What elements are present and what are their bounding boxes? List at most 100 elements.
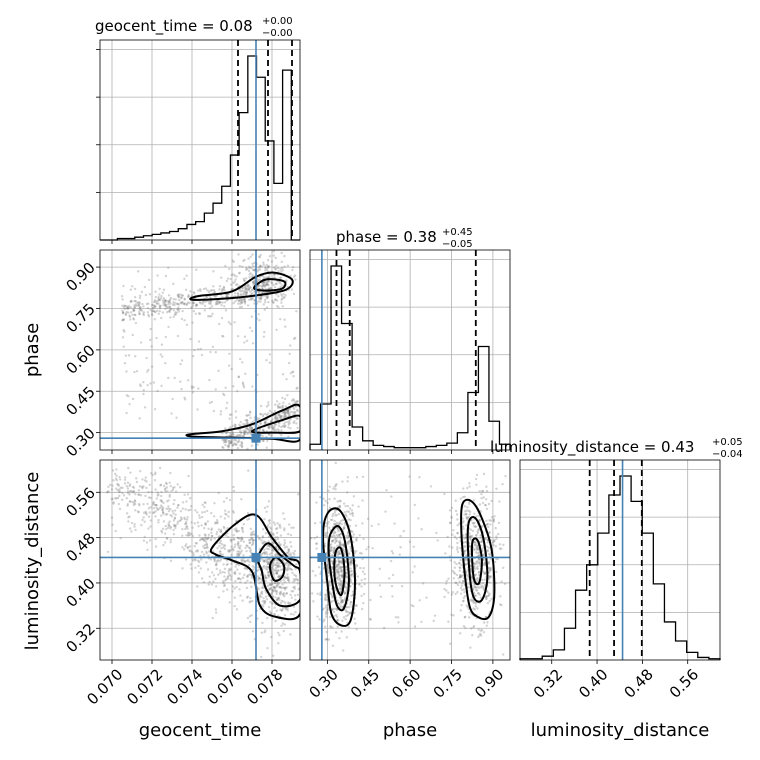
y-tick-label-luminosity_distance: 0.32 (62, 620, 98, 656)
sample-point (181, 294, 184, 297)
sample-point (107, 490, 110, 493)
sample-point (277, 554, 280, 558)
sample-point (278, 634, 281, 637)
sample-point (210, 534, 214, 538)
sample-point (335, 564, 339, 567)
sample-point (275, 282, 278, 286)
sample-point (148, 293, 152, 296)
sample-point (185, 525, 188, 528)
sample-point (466, 486, 469, 490)
sample-point (230, 562, 233, 566)
sample-point (279, 585, 282, 589)
sample-point (214, 585, 218, 588)
sample-point (357, 583, 361, 586)
sample-point (241, 286, 244, 290)
sample-point (294, 577, 298, 581)
sample-point (454, 509, 458, 513)
sample-point (208, 575, 211, 578)
sample-point (355, 476, 359, 479)
sample-point (413, 565, 416, 568)
sample-point (266, 574, 270, 577)
sample-point (235, 530, 239, 533)
sample-point (219, 413, 222, 416)
sample-point (250, 444, 254, 447)
panel-luminosity-distance-hist (519, 459, 721, 664)
sample-point (468, 611, 471, 614)
sample-point (469, 535, 472, 538)
sample-point (223, 584, 226, 588)
sample-point (341, 605, 344, 609)
sample-point (195, 268, 198, 271)
sample-point (240, 537, 244, 541)
sample-point (469, 646, 472, 649)
sample-point (147, 527, 150, 530)
sample-point (288, 523, 291, 526)
sample-point (269, 420, 273, 424)
sample-point (270, 260, 274, 263)
sample-point (212, 580, 215, 583)
sample-point (276, 597, 280, 601)
sample-point (261, 284, 265, 287)
sample-point (285, 279, 288, 282)
sample-point (132, 318, 136, 321)
sample-point (268, 544, 271, 547)
sample-point (206, 537, 209, 541)
sample-point (237, 540, 240, 544)
x-tick-label-phase: 0.60 (388, 665, 424, 701)
sample-point (154, 537, 157, 541)
sample-point (275, 552, 278, 555)
sample-point (153, 304, 156, 308)
sample-point (478, 557, 481, 561)
sample-point (281, 373, 285, 376)
sample-point (142, 312, 145, 316)
sample-point (459, 575, 462, 579)
sample-point (284, 294, 287, 297)
sample-point (335, 521, 339, 524)
sample-point (155, 301, 158, 304)
sample-point (264, 531, 267, 535)
sample-point (358, 551, 362, 555)
sample-point (293, 336, 297, 340)
sample-point (245, 544, 248, 547)
sample-point (165, 500, 169, 503)
sample-point (111, 469, 115, 472)
sample-point (209, 302, 212, 306)
sample-point (233, 545, 236, 549)
sample-point (264, 295, 267, 298)
sample-point (176, 293, 179, 297)
sample-point (133, 502, 137, 506)
sample-point (270, 549, 274, 552)
sample-point (285, 545, 289, 549)
sample-point (264, 265, 267, 269)
sample-point (209, 301, 212, 304)
sample-point (172, 301, 175, 304)
sample-point (287, 549, 290, 552)
sample-point (224, 509, 227, 512)
sample-point (204, 536, 207, 539)
sample-point (191, 559, 195, 562)
sample-point (244, 268, 248, 271)
sample-point (325, 595, 328, 598)
sample-point (261, 284, 265, 287)
sample-point (345, 510, 349, 513)
sample-point (485, 485, 488, 488)
sample-point (330, 565, 334, 569)
sample-point (258, 319, 261, 322)
sample-point (215, 533, 218, 536)
sample-point (462, 580, 465, 583)
sample-point (170, 515, 174, 518)
sample-point (208, 580, 211, 584)
sample-point (268, 273, 271, 276)
sample-point (273, 403, 277, 406)
sample-point (293, 553, 296, 556)
sample-point (496, 557, 499, 561)
sample-point (137, 489, 141, 492)
sample-point (276, 596, 280, 600)
sample-point (186, 531, 190, 535)
sample-point (253, 302, 256, 305)
sample-point (207, 302, 211, 305)
sample-point (349, 580, 353, 584)
panel-content (100, 250, 300, 450)
sample-point (157, 493, 160, 496)
sample-point (326, 531, 329, 535)
